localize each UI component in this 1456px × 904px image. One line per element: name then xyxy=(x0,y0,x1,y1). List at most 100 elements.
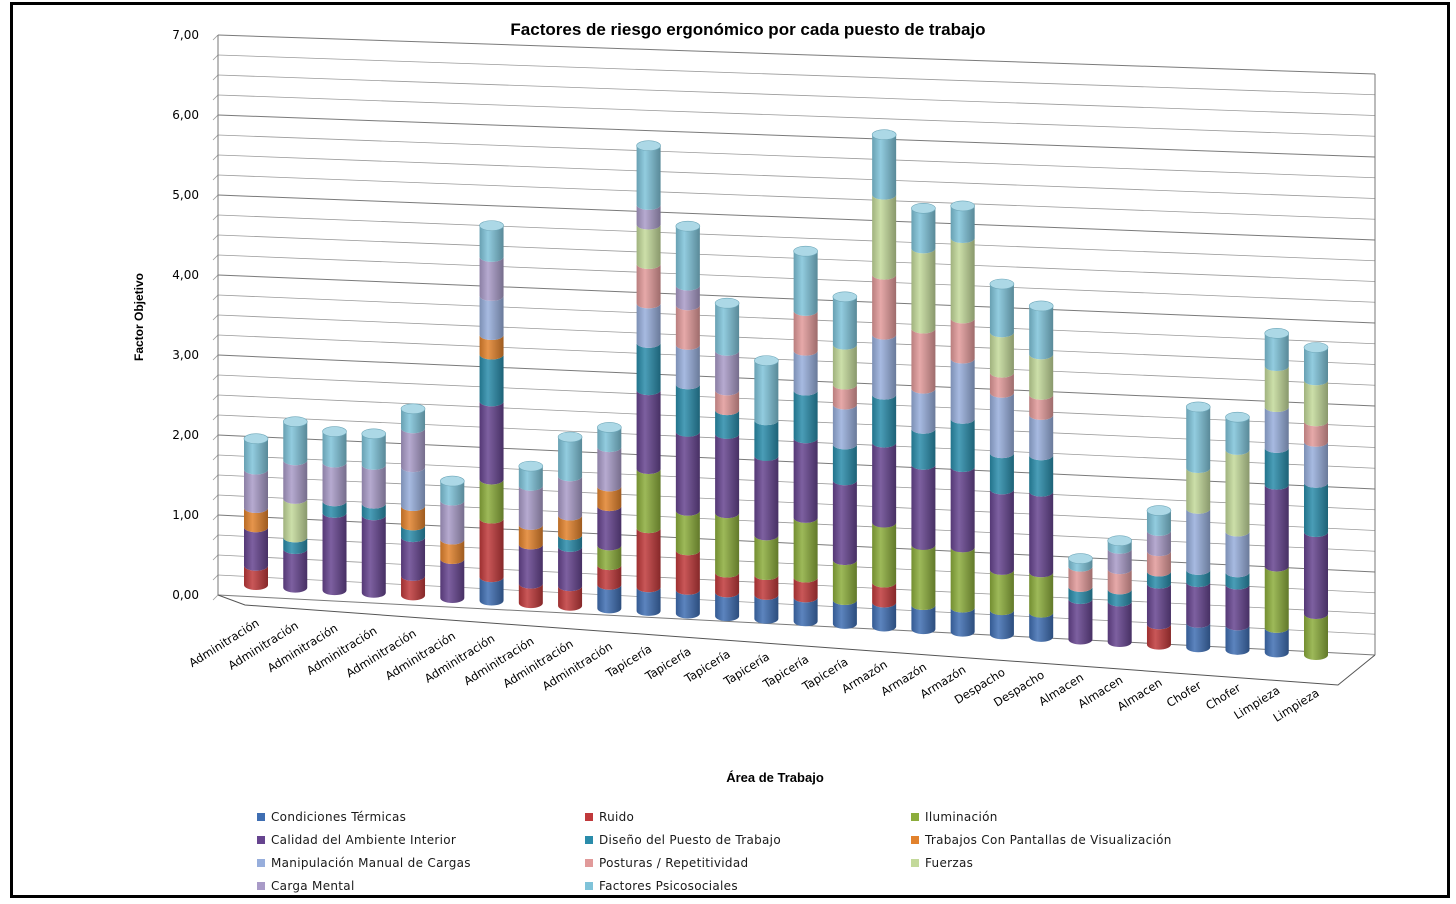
bar-segment xyxy=(793,517,818,583)
bar-segment xyxy=(675,285,700,311)
side-gridline xyxy=(212,74,219,81)
bar-segment xyxy=(950,238,975,324)
y-tick-labels: 0,00 1,00 2,00 3,00 4,00 5,00 6,00 7,00 xyxy=(172,28,199,602)
bar-segment xyxy=(989,610,1014,640)
bar-stack xyxy=(400,403,426,601)
bar-top xyxy=(1185,401,1211,413)
y-tick-label: 6,00 xyxy=(172,108,199,122)
bar-segment xyxy=(1264,484,1289,572)
legend-label: Iluminación xyxy=(925,810,998,824)
y-tick-label: 3,00 xyxy=(172,348,199,362)
y-tick-label: 4,00 xyxy=(172,268,199,282)
legend-item: Fuerzas xyxy=(911,856,973,870)
bar-segment xyxy=(793,438,818,523)
bar-segment xyxy=(401,408,426,434)
bar-stack xyxy=(518,460,544,609)
x-tick-label: Adminitración xyxy=(186,616,261,670)
bar-segment xyxy=(950,547,975,613)
bar-segment xyxy=(1107,601,1132,648)
bar-segment xyxy=(1264,333,1289,372)
bar-stack xyxy=(1264,328,1290,658)
bar-segment xyxy=(832,480,857,566)
bar-segment xyxy=(675,344,700,390)
bar-segment xyxy=(401,525,426,543)
bar-segment xyxy=(1225,417,1250,455)
bar-stack xyxy=(832,291,858,629)
bar-segment xyxy=(1264,406,1289,453)
bar-segment xyxy=(1225,572,1250,590)
bar-stack xyxy=(754,355,779,624)
bar-segment xyxy=(793,390,818,444)
bar-segment xyxy=(793,310,818,356)
bar-stack xyxy=(439,475,465,603)
gridline xyxy=(217,194,1376,241)
bar-segment xyxy=(636,342,661,396)
bar-segment xyxy=(754,455,779,541)
gridline xyxy=(217,94,1376,137)
bar-segment xyxy=(832,599,857,629)
bar-stack xyxy=(950,200,975,637)
bar-segment xyxy=(675,510,700,556)
bars xyxy=(243,129,1329,660)
bar-stack xyxy=(793,245,818,627)
bar-top xyxy=(989,278,1015,290)
legend-label: Calidad del Ambiente Interior xyxy=(271,833,456,847)
bar-top xyxy=(597,422,622,433)
bar-segment xyxy=(440,481,465,506)
bar-stack xyxy=(1146,505,1172,650)
bar-top xyxy=(911,202,936,214)
bar-segment xyxy=(989,372,1014,398)
bar-segment xyxy=(1029,305,1054,360)
bar-segment xyxy=(872,582,897,608)
bar-segment xyxy=(715,350,740,396)
bar-stack xyxy=(714,297,740,622)
bar-segment xyxy=(401,505,426,531)
y-tick-label: 2,00 xyxy=(172,428,199,442)
bar-segment xyxy=(1264,366,1289,412)
bar-segment xyxy=(636,587,661,616)
bar-top xyxy=(557,431,583,443)
bar-segment xyxy=(558,437,583,482)
bar-segment xyxy=(754,360,779,426)
bar-segment xyxy=(1068,558,1093,572)
bar-top xyxy=(1028,300,1054,312)
bar-segment xyxy=(401,537,426,581)
bar-segment xyxy=(636,528,661,593)
bar-segment xyxy=(558,535,583,552)
bar-stack xyxy=(636,140,661,616)
bar-top xyxy=(636,140,661,151)
bar-segment xyxy=(244,508,268,533)
bar-segment xyxy=(1304,532,1328,619)
bar-segment xyxy=(1264,566,1289,633)
bar-segment xyxy=(715,390,740,416)
bar-segment xyxy=(1186,468,1211,514)
bar-segment xyxy=(872,334,897,400)
chart-frame: 0,00 1,00 2,00 3,00 4,00 5,00 6,00 7,00 Adminit… xyxy=(10,2,1450,898)
legend-item: Posturas / Repetitividad xyxy=(585,856,748,870)
side-gridline xyxy=(212,354,219,361)
bar-top xyxy=(1146,505,1172,516)
bar-segment xyxy=(793,251,818,316)
bar-segment xyxy=(361,503,386,521)
bar-stack xyxy=(479,220,504,606)
bar-segment xyxy=(1029,455,1054,497)
legend-swatch xyxy=(585,836,593,844)
legend-item: Manipulación Manual de Cargas xyxy=(257,856,471,870)
bar-segment xyxy=(675,226,700,291)
bar-segment xyxy=(872,274,897,340)
bar-segment xyxy=(911,208,936,254)
bar-segment xyxy=(401,428,426,473)
bar-top xyxy=(361,428,387,440)
gridline xyxy=(217,174,1376,220)
legend-label: Trabajos Con Pantallas de Visualización xyxy=(924,833,1172,847)
side-gridline xyxy=(212,254,219,261)
bar-stack xyxy=(871,129,897,632)
bar-segment xyxy=(1146,510,1171,536)
gridline xyxy=(217,214,1376,262)
bar-segment xyxy=(675,384,700,437)
bar-segment xyxy=(1107,540,1132,554)
side-gridline xyxy=(212,274,219,281)
bar-segment xyxy=(911,464,936,550)
bar-segment xyxy=(518,485,543,530)
bar-segment xyxy=(715,592,740,622)
